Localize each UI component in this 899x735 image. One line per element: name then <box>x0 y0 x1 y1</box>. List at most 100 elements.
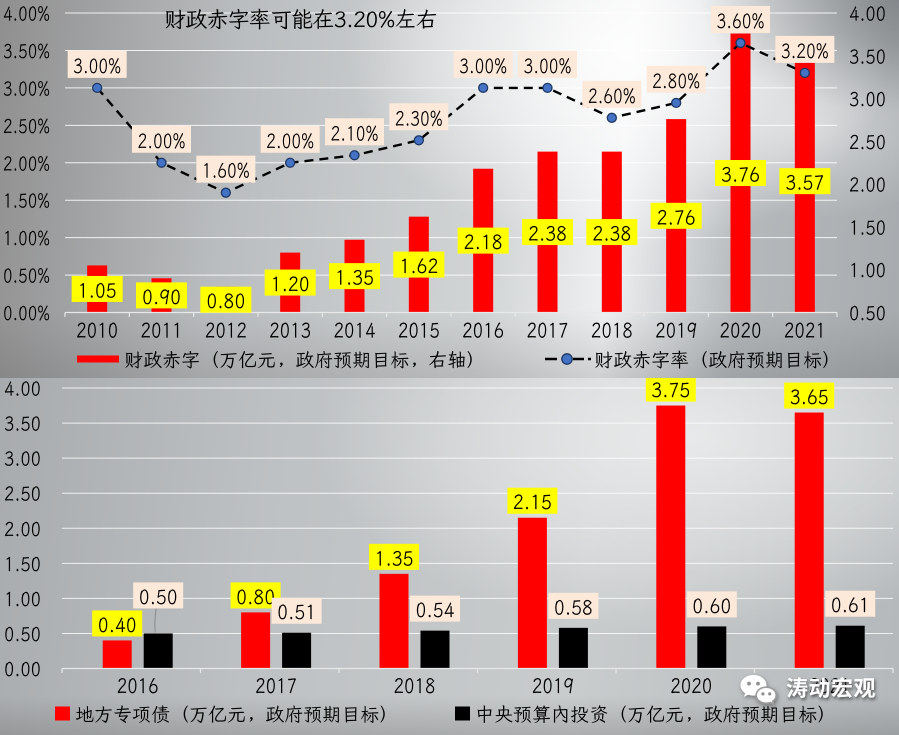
bond-data-label-bg <box>784 382 835 409</box>
year-label: 2010 <box>76 316 118 344</box>
line-data-label-bg <box>260 125 320 153</box>
investment-bar <box>282 632 312 669</box>
year-label: 2016 <box>117 671 159 699</box>
bar-data-label: 3.76 <box>721 161 760 188</box>
year-label: 2021 <box>784 316 826 344</box>
line-data-label-bg <box>646 65 706 93</box>
investment-data-label-bg <box>825 590 876 617</box>
bar-data-label: 0.90 <box>142 283 181 310</box>
left-axis-tick-label: 3.00 <box>4 445 41 472</box>
line-marker <box>735 37 746 49</box>
wechat-icon-bubbles <box>740 675 777 706</box>
line-data-label-bg <box>132 125 191 153</box>
year-label: 2017 <box>527 316 569 344</box>
left-axis-tick-label: 1.00 <box>4 585 41 612</box>
line-data-label-bg <box>453 50 513 78</box>
bond-data-label-bg <box>369 543 419 570</box>
line-data-label: 3.00% <box>459 52 507 79</box>
year-label: 2019 <box>532 671 574 699</box>
bond-bar <box>241 612 271 669</box>
line-data-label: 2.80% <box>652 67 700 94</box>
year-label: 2013 <box>269 316 311 344</box>
line-data-label: 3.00% <box>73 52 121 79</box>
fiscal-deficit-plot: 0.00% 0.50% 1.00% 1.50% 2.00% 2.50% 3.00% 3.50%… <box>3 0 886 378</box>
line-marker <box>606 112 617 123</box>
right-axis-tick-label: 2.00 <box>849 171 886 198</box>
line-marker <box>156 157 167 168</box>
left-axis-tick-label: 1.50 <box>4 550 41 577</box>
left-axis-tick-label: 3.50% <box>3 37 50 64</box>
investment-bar <box>420 630 450 669</box>
bond-data-label: 3.65 <box>790 383 829 410</box>
investment-bar <box>697 626 727 669</box>
left-axis-tick-label: 3.50 <box>4 410 41 437</box>
bond-data-label: 0.40 <box>98 611 137 638</box>
left-axis-tick-label: 2.00 <box>4 515 41 542</box>
investment-data-label: 0.60 <box>692 592 731 619</box>
investment-data-label: 0.50 <box>139 583 178 610</box>
bar-data-label: 2.18 <box>464 228 503 255</box>
year-label: 2014 <box>334 316 376 344</box>
line-marker <box>220 187 231 198</box>
line-marker <box>671 97 682 108</box>
line-data-label: 2.10% <box>331 119 379 146</box>
year-label: 2021 <box>809 671 851 699</box>
bond-bar <box>379 573 409 669</box>
left-axis-tick-label: 0.00% <box>3 299 50 326</box>
line-data-label: 2.30% <box>395 104 443 131</box>
right-axis-tick-label: 0.50 <box>849 299 886 326</box>
line-marker <box>542 82 553 94</box>
line-data-label: 2.00% <box>138 127 186 154</box>
legend-line-label: 财政赤字率（政府预期目标） <box>594 348 841 373</box>
special-bonds-chart-panel: 0.00 0.50 1.00 1.50 2.00 2.50 3.00 3.50 4.00 0.40… <box>0 378 899 735</box>
watermark: 涛动宏观 <box>739 669 899 713</box>
year-label: 2012 <box>205 316 247 344</box>
legend-bar-swatch <box>77 355 119 363</box>
deficit-rate-line <box>96 41 806 195</box>
year-label: 2019 <box>655 316 697 344</box>
bond-data-label: 2.15 <box>513 488 552 515</box>
bar-data-label: 1.20 <box>271 270 310 297</box>
bond-data-label: 3.75 <box>651 378 690 403</box>
investment-bar <box>558 627 588 669</box>
investment-bar <box>143 633 173 669</box>
bar-data-label: 2.38 <box>592 220 631 247</box>
wechat-eye <box>747 681 751 686</box>
bar-data-label-bg <box>393 251 445 278</box>
bond-data-label: 1.35 <box>375 544 414 571</box>
legend-bond-label: 地方专项债（万亿元，政府预期目标） <box>75 702 398 732</box>
left-axis-tick-label: 1.00% <box>3 224 50 251</box>
bond-bar <box>102 640 132 669</box>
year-label: 2020 <box>720 316 762 344</box>
year-label: 2020 <box>670 671 712 699</box>
bond-bar <box>794 412 824 669</box>
line-marker <box>478 82 489 94</box>
bond-data-label-bg <box>507 487 558 514</box>
wechat-eye <box>761 692 765 696</box>
bar-data-label-bg <box>71 275 123 302</box>
investment-data-label: 0.54 <box>416 596 455 623</box>
investment-data-label-bg <box>410 595 460 622</box>
bond-data-label-bg <box>645 378 696 402</box>
left-axis-tick-label: 0.50% <box>3 262 50 289</box>
bar-data-label: 2.76 <box>657 203 696 230</box>
bar-data-label-bg <box>329 263 380 290</box>
bar-data-label-bg <box>522 219 573 246</box>
legend-bar-label: 财政赤字（万亿元，政府预期目标，右轴） <box>124 348 485 378</box>
line-marker <box>285 157 296 168</box>
wechat-small-bubble <box>755 686 777 706</box>
line-data-label-bg <box>775 35 835 63</box>
legend-line-marker <box>561 353 573 365</box>
year-label: 2016 <box>462 316 504 344</box>
line-data-label-bg <box>67 50 127 78</box>
line-data-label-bg <box>711 5 770 33</box>
right-axis-tick-label: 4.00 <box>849 0 886 27</box>
label-leader-line <box>154 608 157 633</box>
line-data-label-bg <box>518 50 577 78</box>
wechat-eye <box>756 681 760 686</box>
bar-data-label-bg <box>200 286 252 313</box>
line-data-label: 2.60% <box>588 82 636 109</box>
line-marker <box>413 135 424 146</box>
investment-data-label-bg <box>548 592 599 619</box>
